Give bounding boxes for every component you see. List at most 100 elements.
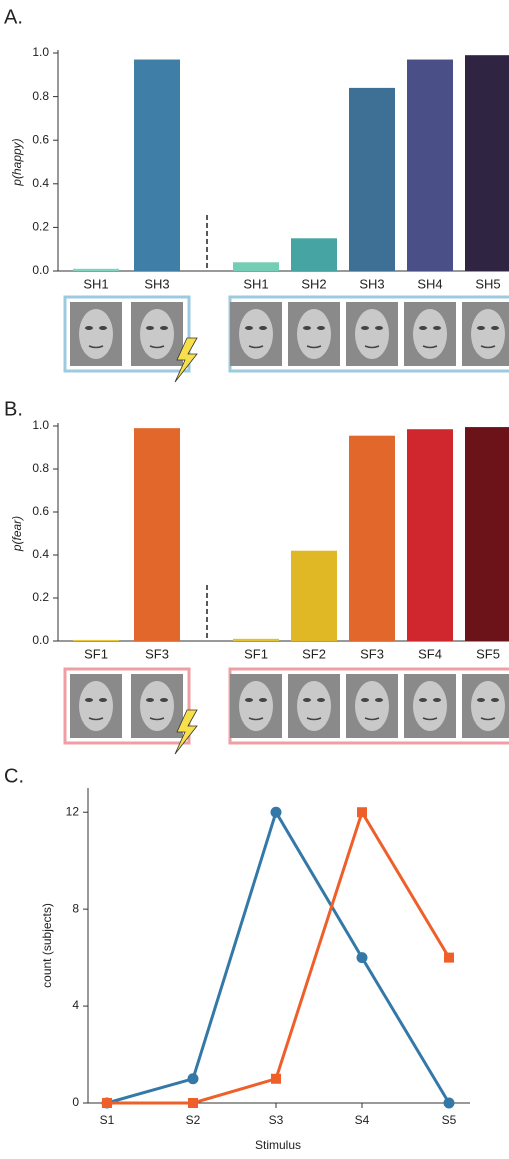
bar — [73, 639, 119, 641]
x-tick-label: SF3 — [360, 646, 384, 661]
bar — [349, 435, 395, 641]
lightning — [174, 709, 198, 755]
x-tick-label: S4 — [355, 1113, 370, 1127]
x-tick-label: SF4 — [418, 646, 442, 661]
bar — [407, 59, 453, 271]
bar — [465, 55, 509, 272]
mouth — [306, 345, 322, 349]
eye — [477, 326, 485, 330]
face — [355, 309, 389, 359]
y-tick-label: 0.2 — [32, 220, 49, 234]
y-tick-label: 12 — [66, 804, 80, 818]
bar — [233, 638, 279, 641]
x-tick-label: SF1 — [84, 646, 108, 661]
face — [413, 309, 447, 359]
x-tick-label: S5 — [442, 1113, 457, 1127]
eye — [259, 698, 267, 702]
lightning — [174, 337, 198, 383]
x-tick-label: SH1 — [243, 276, 268, 291]
y-tick-label: 0.4 — [32, 547, 49, 561]
x-axis-label: Stimulus — [255, 1138, 301, 1152]
series-line — [106, 808, 451, 1105]
face — [239, 309, 273, 359]
mouth — [364, 717, 380, 721]
x-tick-label: SH4 — [417, 276, 442, 291]
eye — [375, 326, 383, 330]
mouth — [88, 345, 104, 349]
eye — [245, 698, 253, 702]
eye — [361, 326, 369, 330]
y-tick-label: 4 — [72, 998, 79, 1012]
eye — [491, 698, 499, 702]
y-axis-label: p(happy) — [10, 138, 24, 186]
mouth — [248, 345, 264, 349]
eye — [160, 326, 168, 330]
y-tick-label: 0.6 — [32, 504, 49, 518]
x-tick-label: SF5 — [476, 646, 500, 661]
face — [471, 309, 505, 359]
bar — [291, 550, 337, 641]
face — [79, 309, 113, 359]
bar — [349, 87, 395, 271]
bar — [465, 427, 509, 641]
marker — [187, 1073, 199, 1085]
mouth — [149, 717, 165, 721]
eye — [361, 698, 369, 702]
eye — [146, 698, 154, 702]
y-tick-label: 8 — [72, 901, 79, 915]
marker — [271, 1073, 281, 1084]
eye — [433, 326, 441, 330]
bar — [134, 428, 180, 641]
mouth — [306, 717, 322, 721]
marker — [270, 806, 282, 818]
face — [297, 681, 331, 731]
x-tick-label: S3 — [269, 1113, 284, 1127]
y-axis-label: count (subjects) — [40, 903, 54, 988]
series-line — [107, 808, 451, 1105]
y-tick-label: 0.6 — [32, 132, 49, 146]
eye — [85, 326, 93, 330]
marker — [443, 1097, 455, 1109]
eye — [99, 698, 107, 702]
eye — [317, 326, 325, 330]
face — [355, 681, 389, 731]
marker — [444, 952, 454, 963]
stimulus-box — [63, 295, 191, 373]
eye — [303, 326, 311, 330]
y-axis-label: p(fear) — [10, 516, 24, 552]
x-tick-label: SF3 — [145, 646, 169, 661]
y-tick-label: 0.8 — [32, 461, 49, 475]
bar — [291, 238, 337, 271]
eye — [375, 698, 383, 702]
stimulus-box — [63, 667, 191, 745]
y-tick-label: 1.0 — [32, 418, 49, 432]
eye — [491, 326, 499, 330]
face — [471, 681, 505, 731]
marker — [356, 952, 368, 964]
eye — [419, 326, 427, 330]
y-tick-label: 0.8 — [32, 89, 49, 103]
face — [239, 681, 273, 731]
eye — [146, 326, 154, 330]
x-tick-label: SH3 — [359, 276, 384, 291]
eye — [317, 698, 325, 702]
y-tick-label: 0.0 — [32, 263, 49, 277]
x-tick-label: SH3 — [144, 276, 169, 291]
bar — [73, 268, 119, 271]
mouth — [422, 345, 438, 349]
eye — [245, 326, 253, 330]
eye — [477, 698, 485, 702]
eye — [160, 698, 168, 702]
face — [140, 309, 174, 359]
eye — [99, 326, 107, 330]
marker — [357, 807, 367, 818]
mouth — [88, 717, 104, 721]
face — [79, 681, 113, 731]
eye — [259, 326, 267, 330]
y-tick-label: 1.0 — [32, 45, 49, 59]
y-tick-label: 0.2 — [32, 590, 49, 604]
bar — [233, 262, 279, 271]
mouth — [480, 717, 496, 721]
x-tick-label: S2 — [186, 1113, 201, 1127]
